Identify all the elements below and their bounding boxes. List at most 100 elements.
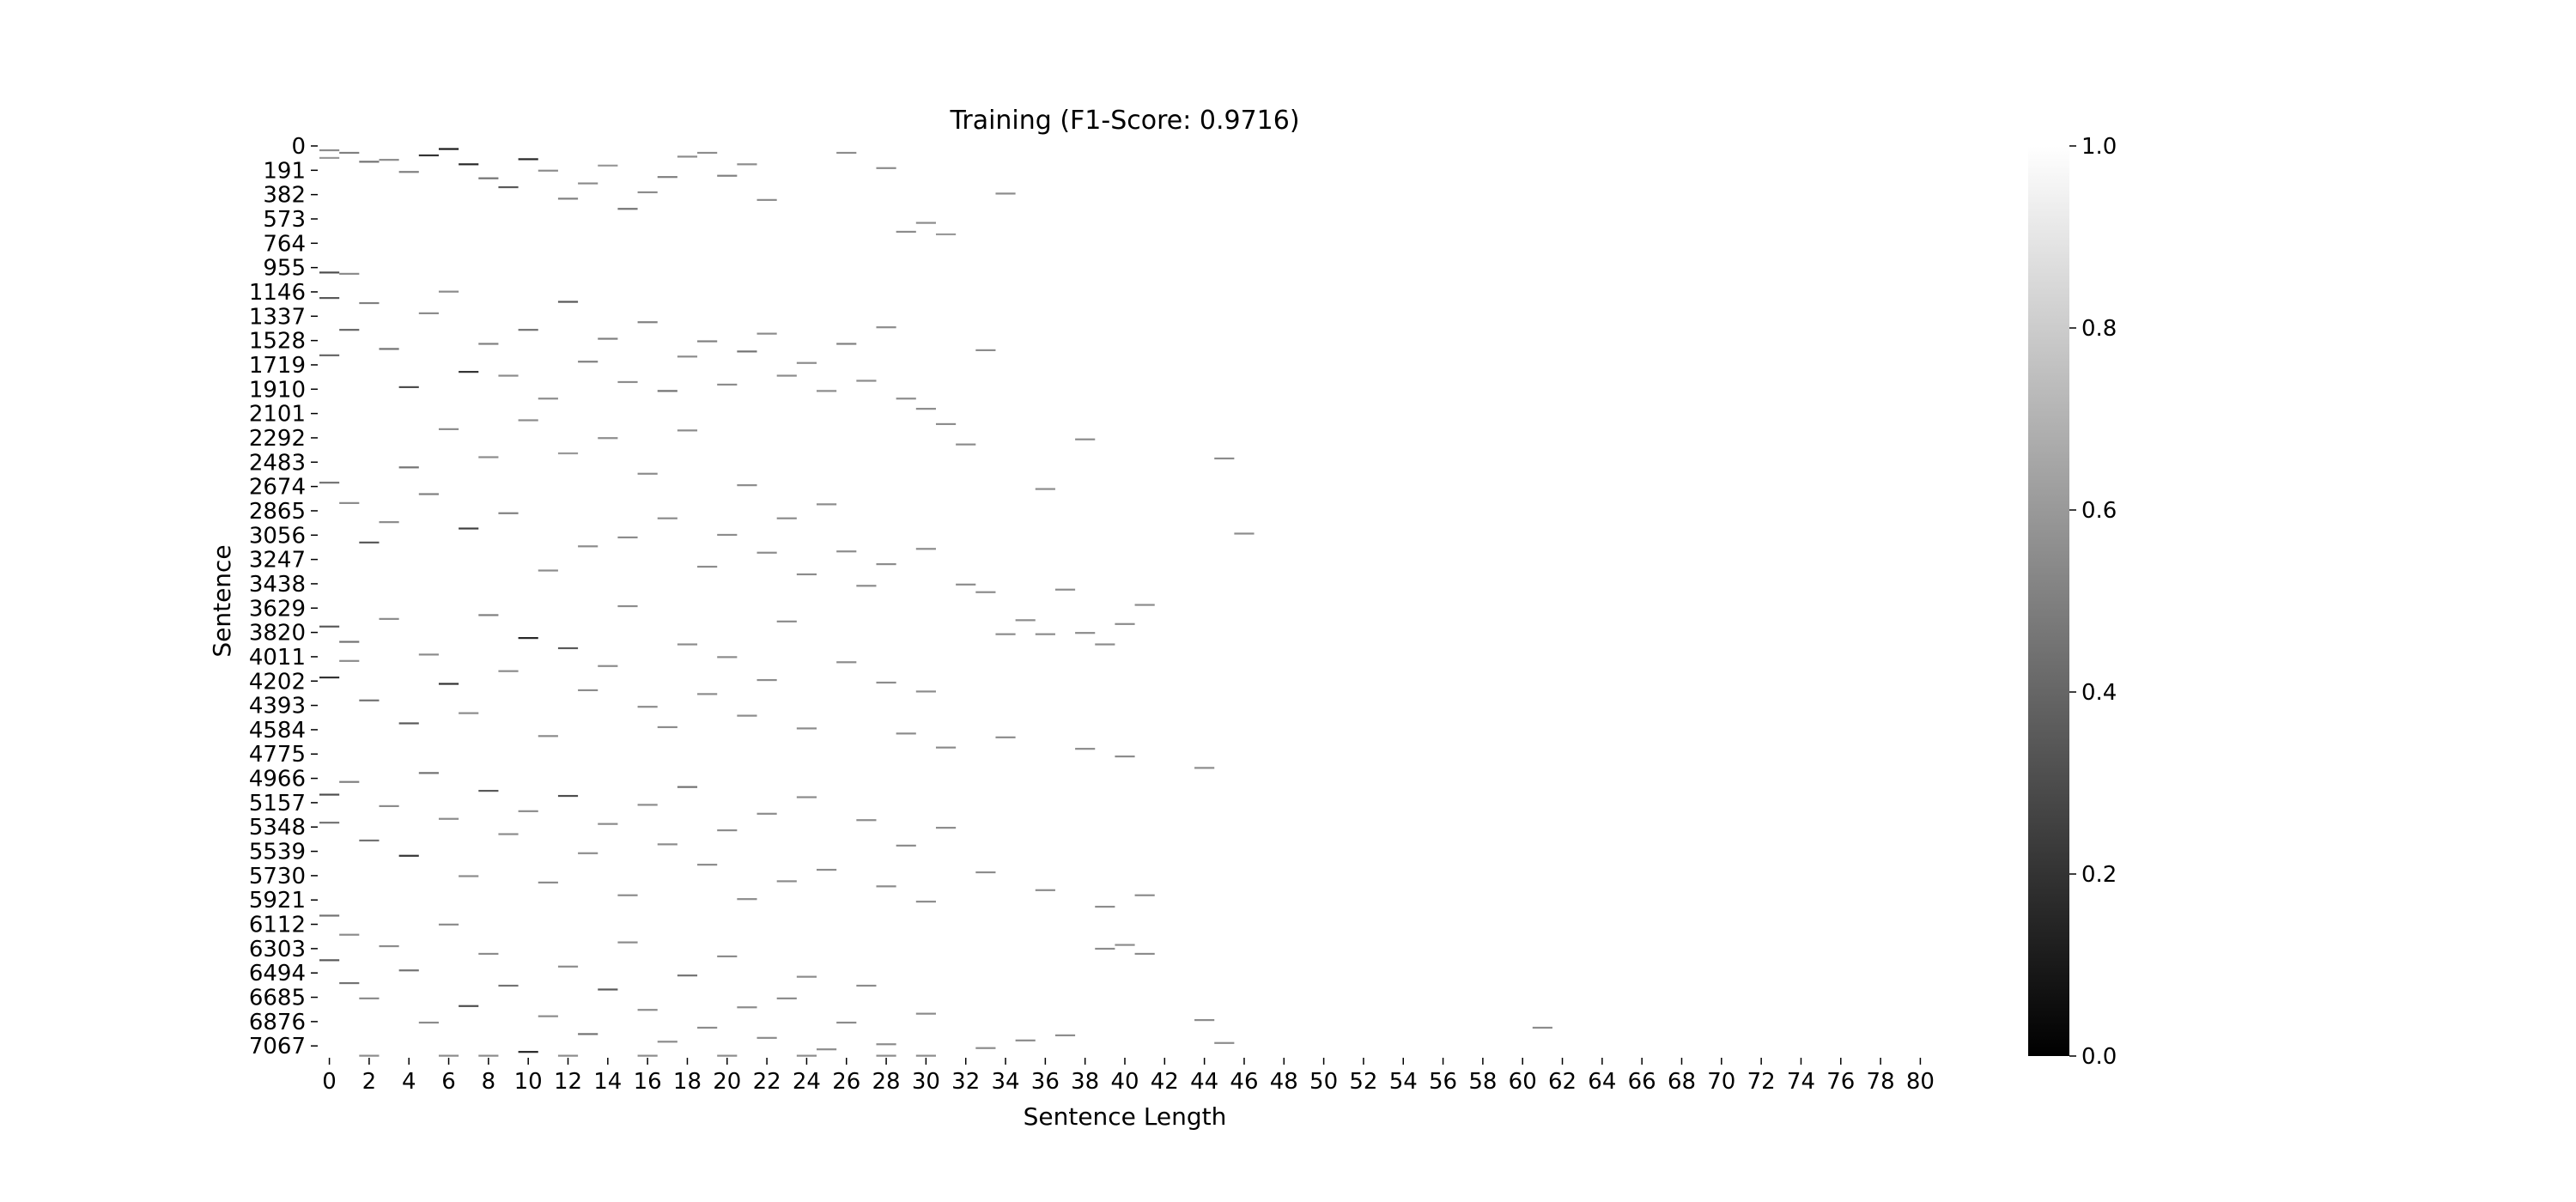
colorbar-tick-label: 0.4: [2081, 680, 2117, 706]
heatmap-cell: [1095, 905, 1115, 908]
heatmap-cell: [438, 817, 459, 820]
heatmap-cell: [836, 1021, 857, 1024]
heatmap-cell: [379, 944, 399, 948]
heatmap-cell: [379, 348, 399, 350]
heatmap-cell: [1054, 1034, 1076, 1036]
heatmap-cell: [717, 955, 738, 958]
x-tick-label: 58: [1468, 1069, 1497, 1095]
heatmap-cell: [697, 864, 718, 866]
heatmap-cell: [637, 472, 658, 475]
heatmap-cell: [339, 501, 360, 504]
heatmap-cell: [379, 521, 399, 524]
heatmap-cell: [637, 804, 658, 806]
heatmap-cell: [1134, 604, 1155, 606]
x-tick-label: 78: [1867, 1069, 1895, 1095]
heatmap-cell: [319, 822, 340, 824]
x-tick-label: 4: [402, 1069, 416, 1095]
heatmap-cell: [1532, 1026, 1552, 1029]
heatmap-cell: [557, 647, 579, 650]
heatmap-cell: [1035, 488, 1055, 490]
heatmap-cell: [915, 901, 936, 903]
heatmap-cell: [995, 192, 1016, 195]
heatmap-cell: [498, 512, 519, 514]
heatmap-cell: [876, 681, 896, 684]
heatmap-cell: [598, 823, 618, 825]
heatmap-cell: [518, 1051, 538, 1053]
heatmap-cell: [438, 290, 459, 293]
heatmap-cell: [398, 171, 419, 173]
x-tick-label: 42: [1151, 1069, 1179, 1095]
heatmap-cell: [557, 1054, 579, 1057]
heatmap-cell: [975, 591, 996, 593]
heatmap-cell: [737, 484, 757, 487]
heatmap-cell: [1214, 1041, 1235, 1044]
y-tick-label: 2483: [249, 450, 306, 476]
heatmap-cell: [776, 517, 797, 519]
heatmap-cell: [935, 746, 957, 749]
heatmap-cell: [459, 712, 479, 714]
heatmap-cell: [538, 169, 558, 172]
heatmap-cell: [617, 894, 638, 896]
heatmap-cell: [737, 898, 757, 901]
heatmap-cell: [578, 689, 598, 692]
x-tick-label: 60: [1509, 1069, 1537, 1095]
heatmap-cell: [319, 914, 340, 917]
x-tick-label: 40: [1110, 1069, 1139, 1095]
heatmap-cell: [817, 503, 837, 506]
x-tick-label: 68: [1668, 1069, 1696, 1095]
heatmap-cell: [935, 827, 957, 829]
heatmap-cell: [498, 670, 519, 672]
heatmap-cell: [737, 350, 757, 353]
heatmap-cell: [896, 398, 916, 400]
heatmap-cell: [817, 390, 837, 392]
heatmap-cell: [339, 933, 360, 936]
colorbar-tick-label: 0.2: [2081, 862, 2117, 888]
heatmap-cell: [459, 527, 479, 530]
heatmap-cell: [617, 941, 638, 944]
heatmap-cell: [319, 156, 340, 160]
x-tick-label: 50: [1309, 1069, 1338, 1095]
heatmap-cell: [578, 361, 598, 363]
colorbar-tick-label: 1.0: [2081, 134, 2117, 160]
heatmap-cell: [717, 656, 738, 659]
heatmap-cell: [896, 844, 916, 847]
heatmap-cell: [498, 984, 519, 987]
heatmap-cell: [398, 385, 419, 389]
heatmap-cell: [598, 988, 618, 991]
x-tick-label: 66: [1628, 1069, 1656, 1095]
heatmap-cell: [915, 690, 936, 693]
heatmap-cell: [856, 819, 877, 822]
heatmap-cell: [478, 1054, 499, 1057]
heatmap-cells: [319, 148, 1552, 1057]
heatmap-cell: [518, 637, 538, 640]
heatmap-cell: [578, 182, 598, 185]
heatmap-cell: [598, 164, 618, 167]
colorbar-ticks: 0.0 0.2 0.4 0.6 0.8 1.0: [2069, 134, 2117, 1070]
heatmap-cell: [796, 1054, 817, 1057]
x-tick-label: 32: [951, 1069, 980, 1095]
heatmap-cell: [756, 812, 777, 815]
heatmap-cell: [817, 1048, 837, 1051]
y-axis-label: Sentence: [208, 544, 236, 657]
heatmap-cell: [796, 361, 817, 364]
heatmap-cell: [697, 340, 718, 343]
heatmap-cell: [498, 833, 519, 835]
heatmap-cell: [518, 158, 538, 161]
heatmap-cell: [717, 174, 738, 177]
heatmap-cell: [1075, 632, 1096, 634]
heatmap-cell: [398, 969, 419, 972]
heatmap-cell: [995, 736, 1016, 738]
heatmap-cell: [598, 437, 618, 440]
heatmap-cell: [1194, 1018, 1215, 1022]
heatmap-cell: [1015, 619, 1036, 622]
heatmap-cell: [557, 300, 579, 303]
y-tick-label: 1910: [249, 377, 306, 403]
heatmap-cell: [637, 706, 658, 708]
heatmap-cell: [518, 329, 538, 331]
heatmap-cell: [776, 997, 797, 999]
heatmap-cell: [379, 804, 399, 807]
heatmap-cell: [756, 198, 777, 201]
y-tick-label: 0: [291, 134, 306, 160]
heatmap-cell: [578, 852, 598, 854]
heatmap-cell: [518, 810, 538, 812]
